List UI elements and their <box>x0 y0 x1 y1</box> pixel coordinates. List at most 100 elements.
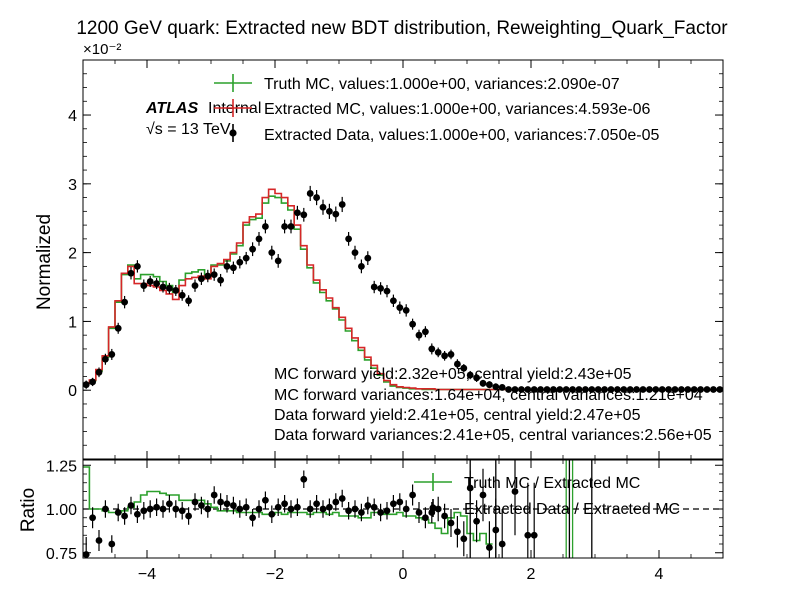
ratio-data-point <box>319 505 327 513</box>
ratio-data-point <box>364 502 372 509</box>
ratio-data-point <box>441 512 448 520</box>
annotation-data-yield: Data forward yield:2.41e+05, central yie… <box>274 407 641 424</box>
ratio-data-point <box>498 540 506 548</box>
data-point <box>607 386 615 393</box>
data-point <box>492 383 500 391</box>
ratio-data-point <box>511 488 519 495</box>
ratio-data-point <box>82 551 90 558</box>
main-y-tick-label: 2 <box>68 246 77 263</box>
data-point <box>319 203 327 211</box>
ratio-data-point <box>466 484 474 492</box>
data-point <box>614 386 621 393</box>
y-axis-multiplier: ×10⁻² <box>83 41 121 58</box>
ratio-data-point <box>140 507 148 515</box>
ratio-legend-data-marker <box>429 504 437 512</box>
main-y-tick-label: 1 <box>68 314 77 331</box>
ratio-data-point <box>178 507 186 515</box>
ratio-data-point <box>415 509 423 516</box>
ratio-data-point <box>396 498 404 506</box>
ratio-y-tick-label: 1.25 <box>46 458 77 475</box>
ratio-data-point <box>108 540 116 548</box>
ratio-data-point <box>447 519 455 527</box>
ratio-data-point <box>300 475 308 483</box>
data-point <box>114 324 122 332</box>
data-point <box>511 386 519 393</box>
ratio-data-point <box>204 505 212 513</box>
ratio-data-point <box>217 498 225 506</box>
data-point <box>390 297 397 305</box>
data-point <box>217 276 225 284</box>
energy-label: √s = 13 TeV <box>146 121 231 138</box>
data-point <box>223 262 231 270</box>
data-point <box>473 374 480 382</box>
main-y-tick-label: 0 <box>68 383 77 400</box>
data-point <box>486 381 493 389</box>
ratio-data-point <box>345 507 352 515</box>
ratio-data-point <box>262 496 269 504</box>
main-plot-frame <box>82 59 724 460</box>
ratio-data-point <box>402 505 410 513</box>
annotation-mc-variances: MC forward variances:1.64e+04, central v… <box>274 387 703 404</box>
data-point <box>210 271 218 279</box>
atlas-text: ATLAS <box>145 100 198 117</box>
data-point <box>633 386 640 393</box>
ratio-data-point <box>338 495 346 502</box>
ratio-data-point <box>390 500 397 508</box>
ratio-panel: −4 −2 0 2 4 0.75 1.00 1.25 Ratio Truth MC / Ext… <box>18 458 724 583</box>
data-point <box>134 262 141 270</box>
atlas-label: ATLAS Internal √s = 13 TeV <box>145 100 261 138</box>
data-point <box>95 368 103 376</box>
data-point <box>102 355 109 363</box>
data-point <box>364 254 372 262</box>
ratio-data-point <box>473 517 480 525</box>
data-point <box>313 194 320 201</box>
ratio-data-point <box>313 500 320 508</box>
data-point <box>562 386 570 393</box>
data-point <box>479 379 487 387</box>
data-point <box>678 386 685 393</box>
ratio-plot-frame <box>82 459 724 559</box>
data-point <box>281 223 288 230</box>
ratio-data-point <box>166 500 173 508</box>
main-panel: 0 1 2 3 4 ×10⁻² Normalized ATLAS Internal √s… <box>34 41 724 460</box>
data-point <box>294 209 301 217</box>
data-point <box>447 351 455 358</box>
ratio-data-point <box>242 503 250 511</box>
data-point <box>338 201 346 208</box>
data-point <box>166 284 173 292</box>
data-point <box>626 386 634 393</box>
ratio-data-point <box>185 512 193 520</box>
data-point <box>262 223 269 230</box>
data-point <box>345 235 352 243</box>
data-point <box>146 278 154 285</box>
data-point <box>153 280 161 287</box>
data-point <box>159 283 167 291</box>
legend-mc-text: Extracted MC, values:1.000e+00, variance… <box>264 101 651 118</box>
data-point <box>441 352 448 360</box>
ratio-data-point <box>383 507 391 515</box>
annotation-data-variances: Data forward variances:2.41e+05, central… <box>274 427 712 444</box>
data-point <box>646 386 653 393</box>
data-point <box>543 386 551 393</box>
data-point <box>594 386 602 393</box>
ratio-data-point <box>332 498 340 506</box>
data-point <box>703 386 711 393</box>
data-point <box>326 207 333 215</box>
ratio-data-point <box>294 503 301 511</box>
data-point <box>601 386 608 393</box>
data-point <box>588 386 596 393</box>
ratio-data-point <box>377 509 384 516</box>
ratio-data-point <box>121 512 128 520</box>
ratio-data-point <box>89 514 96 522</box>
ratio-data-point <box>409 491 416 499</box>
data-point <box>383 287 391 295</box>
data-point <box>524 386 532 393</box>
data-point <box>121 298 128 306</box>
data-point <box>332 210 340 218</box>
data-point <box>550 386 557 393</box>
data-point <box>428 345 436 353</box>
data-point <box>665 386 672 393</box>
data-point <box>358 262 365 270</box>
ratio-data-point <box>358 509 365 516</box>
